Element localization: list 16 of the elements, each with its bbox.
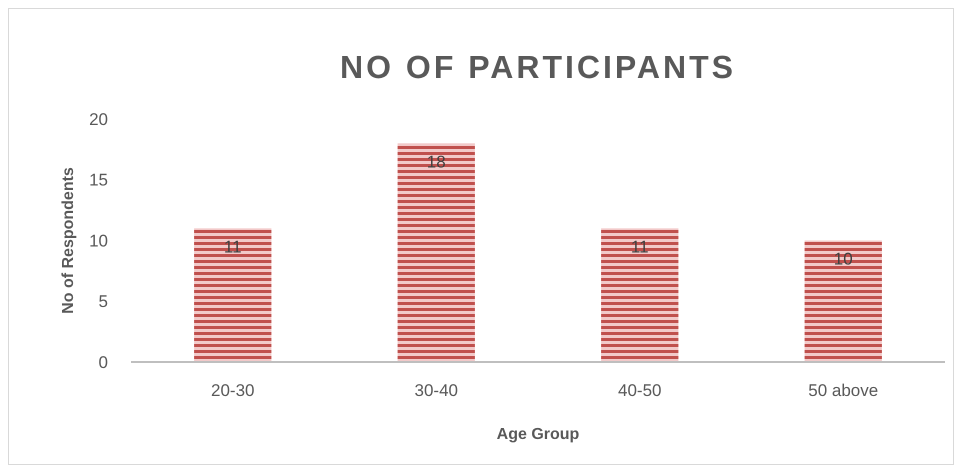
bar	[398, 143, 475, 362]
y-tick-label: 0	[98, 352, 108, 372]
x-tick-label: 20-30	[211, 381, 254, 400]
x-tick-label: 40-50	[618, 381, 662, 400]
y-tick-label: 5	[98, 292, 108, 312]
chart-title: NO OF PARTICIPANTS	[340, 49, 736, 85]
bar	[601, 228, 678, 362]
bar	[804, 240, 882, 362]
x-tick-label: 30-40	[414, 381, 458, 400]
y-tick-label: 15	[89, 170, 108, 190]
x-tick-label: 50 above	[808, 381, 878, 400]
y-tick-label: 10	[89, 231, 108, 250]
x-axis-title: Age Group	[496, 426, 580, 443]
y-tick-label: 20	[89, 110, 108, 129]
bar	[194, 228, 272, 362]
y-axis-title: No of Respondents	[60, 167, 77, 314]
